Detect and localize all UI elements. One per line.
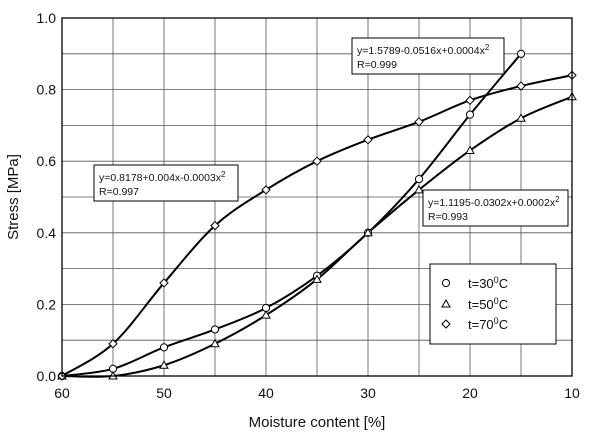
series-markers: [57, 49, 577, 381]
series-layer: [57, 49, 577, 381]
legend-label: t=300C: [468, 275, 508, 291]
data-point-diamond: [312, 156, 322, 166]
annotation-r-value: R=0.993: [428, 211, 468, 223]
annotation-r-value: R=0.999: [357, 59, 397, 71]
x-tick-label: 10: [564, 385, 580, 401]
y-tick-label: 0.4: [37, 225, 57, 241]
data-point-triangle: [312, 274, 322, 283]
annotation-fit-70: y=0.8178+0.004x-0.0003x2 R=0.997: [93, 164, 239, 202]
annotation-r-value: R=0.997: [99, 186, 139, 198]
x-tick-label: 50: [156, 385, 172, 401]
data-point-diamond: [363, 135, 373, 145]
data-point-diamond: [465, 95, 475, 106]
legend-entry-70: t=700C: [441, 316, 508, 332]
data-point-diamond: [210, 220, 220, 231]
annotation-box: [422, 189, 569, 227]
data-point-diamond: [414, 117, 424, 127]
legend: t=300C t=500C t=700C: [429, 263, 557, 345]
y-tick-label: 0.2: [37, 296, 57, 312]
y-tick-label: 0.6: [37, 153, 57, 169]
ticks: 60 50 40 30 20 10 0.0 0.2 0.4 0.6 0.8 1.0: [37, 10, 580, 401]
legend-marker-diamond: [441, 319, 451, 329]
data-point-triangle: [465, 145, 475, 154]
data-point-triangle: [159, 360, 169, 369]
x-tick-label: 40: [258, 385, 274, 401]
data-point-triangle: [261, 310, 271, 319]
legend-label: t=500C: [468, 296, 508, 312]
plot-frame: [61, 17, 573, 377]
legend-marker-circle: [441, 278, 451, 288]
data-point-diamond: [159, 278, 169, 288]
y-axis-title: Stress [MPa]: [5, 154, 22, 240]
data-point-circle: [159, 343, 169, 352]
annotation-box: [351, 37, 505, 75]
series-line-circle: [61, 53, 522, 377]
annotation-box: [93, 164, 239, 202]
annotation-equation: y=1.1195-0.0302x+0.0002x2: [428, 195, 560, 209]
legend-label: t=700C: [468, 316, 508, 332]
y-tick-label: 0.8: [37, 82, 57, 98]
x-tick-label: 60: [54, 385, 70, 401]
x-tick-label: 30: [360, 385, 376, 401]
y-tick-label: 1.0: [37, 10, 57, 26]
data-point-diamond: [108, 339, 118, 349]
data-point-triangle: [414, 184, 424, 194]
legend-box: [429, 263, 557, 345]
data-point-triangle: [516, 113, 526, 122]
annotation-exponent: 2: [485, 43, 490, 52]
annotation-exponent: 2: [555, 195, 560, 204]
data-point-triangle: [363, 227, 373, 237]
data-point-circle: [465, 110, 475, 119]
legend-entry-50: t=500C: [441, 296, 508, 312]
x-axis-title: Moisture content [%]: [249, 414, 386, 431]
data-point-circle: [414, 175, 424, 184]
annotation-fit-30: y=1.5789-0.0516x+0.0004x2 R=0.999: [351, 37, 505, 75]
annotation-exponent: 2: [221, 170, 226, 179]
data-point-circle: [210, 325, 220, 334]
legend-marker-triangle: [441, 298, 451, 308]
annotation-equation: y=1.5789-0.0516x+0.0004x2: [357, 43, 490, 57]
data-point-triangle: [210, 338, 220, 348]
data-point-circle: [516, 49, 526, 58]
x-tick-label: 20: [462, 385, 478, 401]
annotation-fit-50: y=1.1195-0.0302x+0.0002x2 R=0.993: [422, 189, 569, 227]
annotation-equation: y=0.8178+0.004x-0.0003x2: [99, 170, 226, 184]
data-point-diamond: [516, 81, 526, 91]
data-point-diamond: [261, 185, 271, 195]
legend-entry-30: t=300C: [441, 275, 508, 291]
y-tick-label: 0.0: [37, 368, 57, 384]
